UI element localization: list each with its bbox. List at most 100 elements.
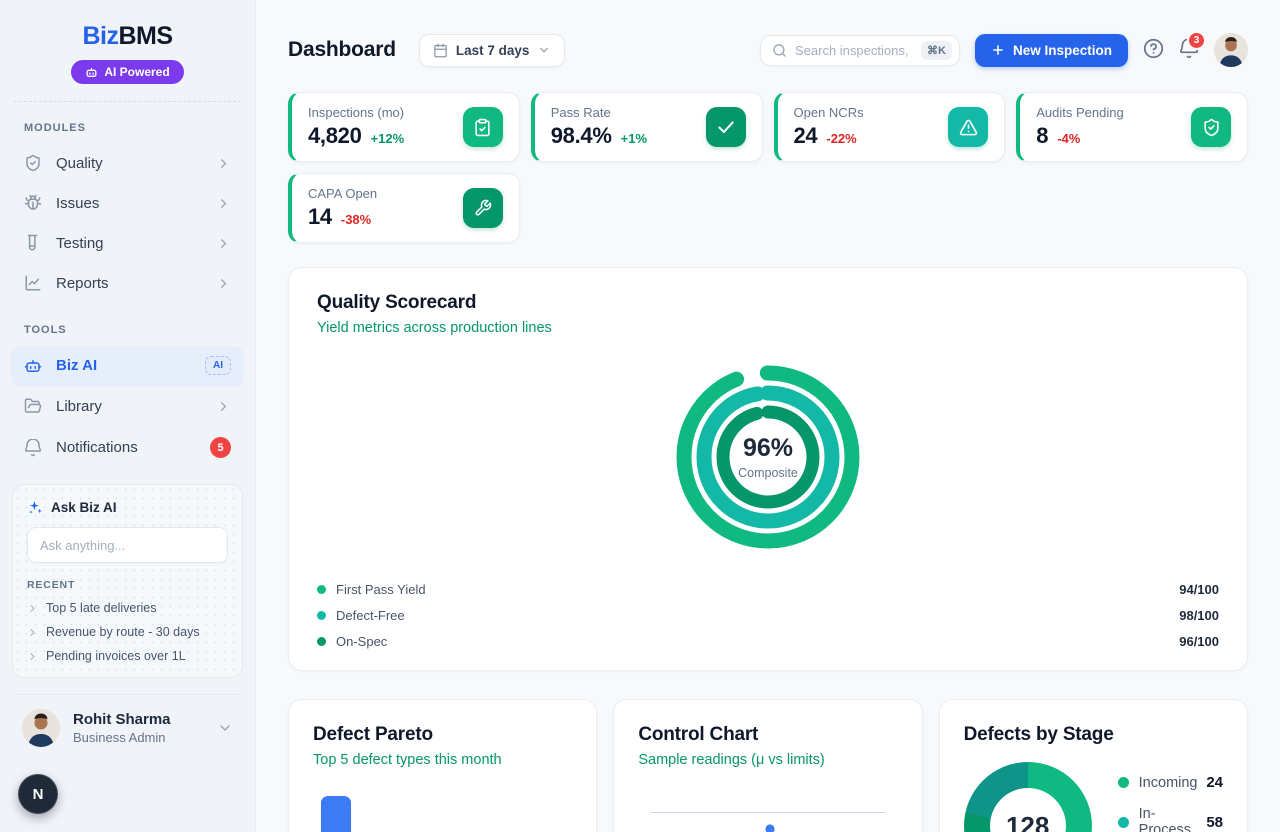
chevron-right-icon [216,236,231,251]
sidebar-item-label: Testing [56,234,104,252]
sidebar-item-biz-ai[interactable]: Biz AI AI [12,346,243,385]
control-chart-plot [638,812,897,832]
chevron-right-icon [27,627,38,638]
composite-score-value: 96% [742,434,794,462]
chevron-right-icon [27,651,38,662]
control-chart-subtitle: Sample readings (μ vs limits) [638,752,825,768]
recent-query-item[interactable]: Pending invoices over 1L [27,649,228,663]
folder-open-icon [24,397,42,415]
help-button[interactable] [1143,38,1164,62]
floating-action-button[interactable]: N [18,774,58,814]
sidebar-item-library[interactable]: Library [12,387,243,425]
tools-section-label: TOOLS [24,324,67,336]
sidebar-item-label: Library [56,397,102,415]
chart-line-icon [24,274,42,292]
robot-icon [85,66,98,79]
legend-dot [1117,816,1129,828]
shield-check-icon [1191,107,1231,147]
kpi-card-audits-pending: Audits Pending 8 -4% [1016,92,1248,162]
kpi-delta: +1% [620,131,648,146]
legend-dot [1117,777,1129,788]
header-avatar[interactable] [1214,33,1248,67]
top-bar: Dashboard Last 7 days ⌘K New Inspection … [288,30,1248,70]
sidebar-item-label: Quality [56,154,103,172]
notification-count-badge: 3 [1187,30,1206,50]
kpi-delta: -4% [1057,131,1081,146]
scorecard-title: Quality Scorecard [317,292,477,313]
notifications-button[interactable]: 3 [1179,30,1206,62]
kpi-value: 4,820 [308,123,362,148]
new-inspection-button[interactable]: New Inspection [974,33,1128,67]
ring-on-spec [716,405,820,509]
recent-query-item[interactable]: Revenue by route - 30 days [27,625,228,639]
quality-scorecard-card: Quality Scorecard Yield metrics across p… [288,267,1248,671]
clipboard-check-icon [462,107,503,147]
upper-limit-line [651,812,885,813]
kpi-label: Pass Rate [550,105,611,120]
plus-icon [991,43,1005,57]
stage-donut-chart: 128 [963,762,1092,832]
sparkles-icon [27,499,43,515]
legend-row: Incoming 24 [1117,774,1223,791]
calendar-icon [433,43,448,58]
scorecard-donut-chart: 96% Composite [673,362,863,552]
ask-ai-input[interactable] [27,527,228,563]
sidebar-item-reports[interactable]: Reports [12,264,243,302]
help-circle-icon [1143,38,1164,59]
legend-row: Defect-Free 98/100 [317,602,1219,628]
legend-dot [317,610,326,620]
search-shortcut-kbd: ⌘K [921,40,952,60]
main-content: Dashboard Last 7 days ⌘K New Inspection … [256,0,1280,832]
notifications-count-badge: 5 [210,437,231,458]
date-range-button[interactable]: Last 7 days [418,33,566,67]
scorecard-legend: First Pass Yield 94/100 Defect-Free 98/1… [317,576,1219,654]
global-search[interactable]: ⌘K [759,34,960,66]
kpi-value: 8 [1036,123,1049,148]
legend-dot [317,636,326,646]
search-icon [772,43,787,58]
recent-label: RECENT [27,579,76,591]
kpi-grid: Inspections (mo) 4,820 +12% Pass Rate 98… [288,92,1248,243]
sidebar-item-issues[interactable]: Issues [12,184,243,222]
kpi-card-inspections: Inspections (mo) 4,820 +12% [288,92,520,162]
sidebar-item-notifications[interactable]: Notifications 5 [12,427,243,468]
avatar [22,709,60,747]
brand-name-secondary: BMS [118,22,173,50]
ask-panel-title: Ask Biz AI [51,499,117,515]
page-title: Dashboard [288,38,396,61]
chevron-right-icon [216,196,231,211]
scorecard-subtitle: Yield metrics across production lines [317,320,552,336]
ai-badge: AI [205,356,231,375]
chevron-down-icon [537,43,551,57]
user-role: Business Admin [73,730,166,745]
chevron-right-icon [216,399,231,414]
control-chart-card: Control Chart Sample readings (μ vs limi… [613,699,923,832]
kpi-label: Audits Pending [1036,105,1124,120]
check-icon [705,107,746,147]
flask-icon [24,234,42,252]
kpi-label: Inspections (mo) [308,105,405,120]
divider [14,694,241,695]
user-profile[interactable]: Rohit Sharma Business Admin [0,695,255,761]
search-input[interactable] [794,42,914,58]
chevron-right-icon [216,276,231,291]
legend-dot [317,584,326,594]
kpi-card-capa-open: CAPA Open 14 -38% [288,173,520,243]
composite-score-label: Composite [738,466,798,480]
top-bar-actions: ⌘K New Inspection 3 [759,30,1248,67]
recent-query-item[interactable]: Top 5 late deliveries [27,601,228,615]
stage-legend: Incoming 24 In-Process 58 [1117,774,1223,832]
sample-point-marker [765,824,775,832]
bottom-cards-row: Defect Pareto Top 5 defect types this mo… [288,699,1248,832]
ring-defect-free [696,385,840,529]
pareto-bar [321,796,351,832]
bell-icon [24,438,42,457]
brand-logo: BizBMS AI Powered [0,0,255,84]
sidebar-item-quality[interactable]: Quality [12,144,243,182]
wrench-icon [462,188,503,228]
kpi-label: Open NCRs [793,105,864,120]
divider [14,101,241,102]
shield-icon [24,154,42,172]
chevron-down-icon [217,720,233,736]
sidebar-item-testing[interactable]: Testing [12,224,243,262]
